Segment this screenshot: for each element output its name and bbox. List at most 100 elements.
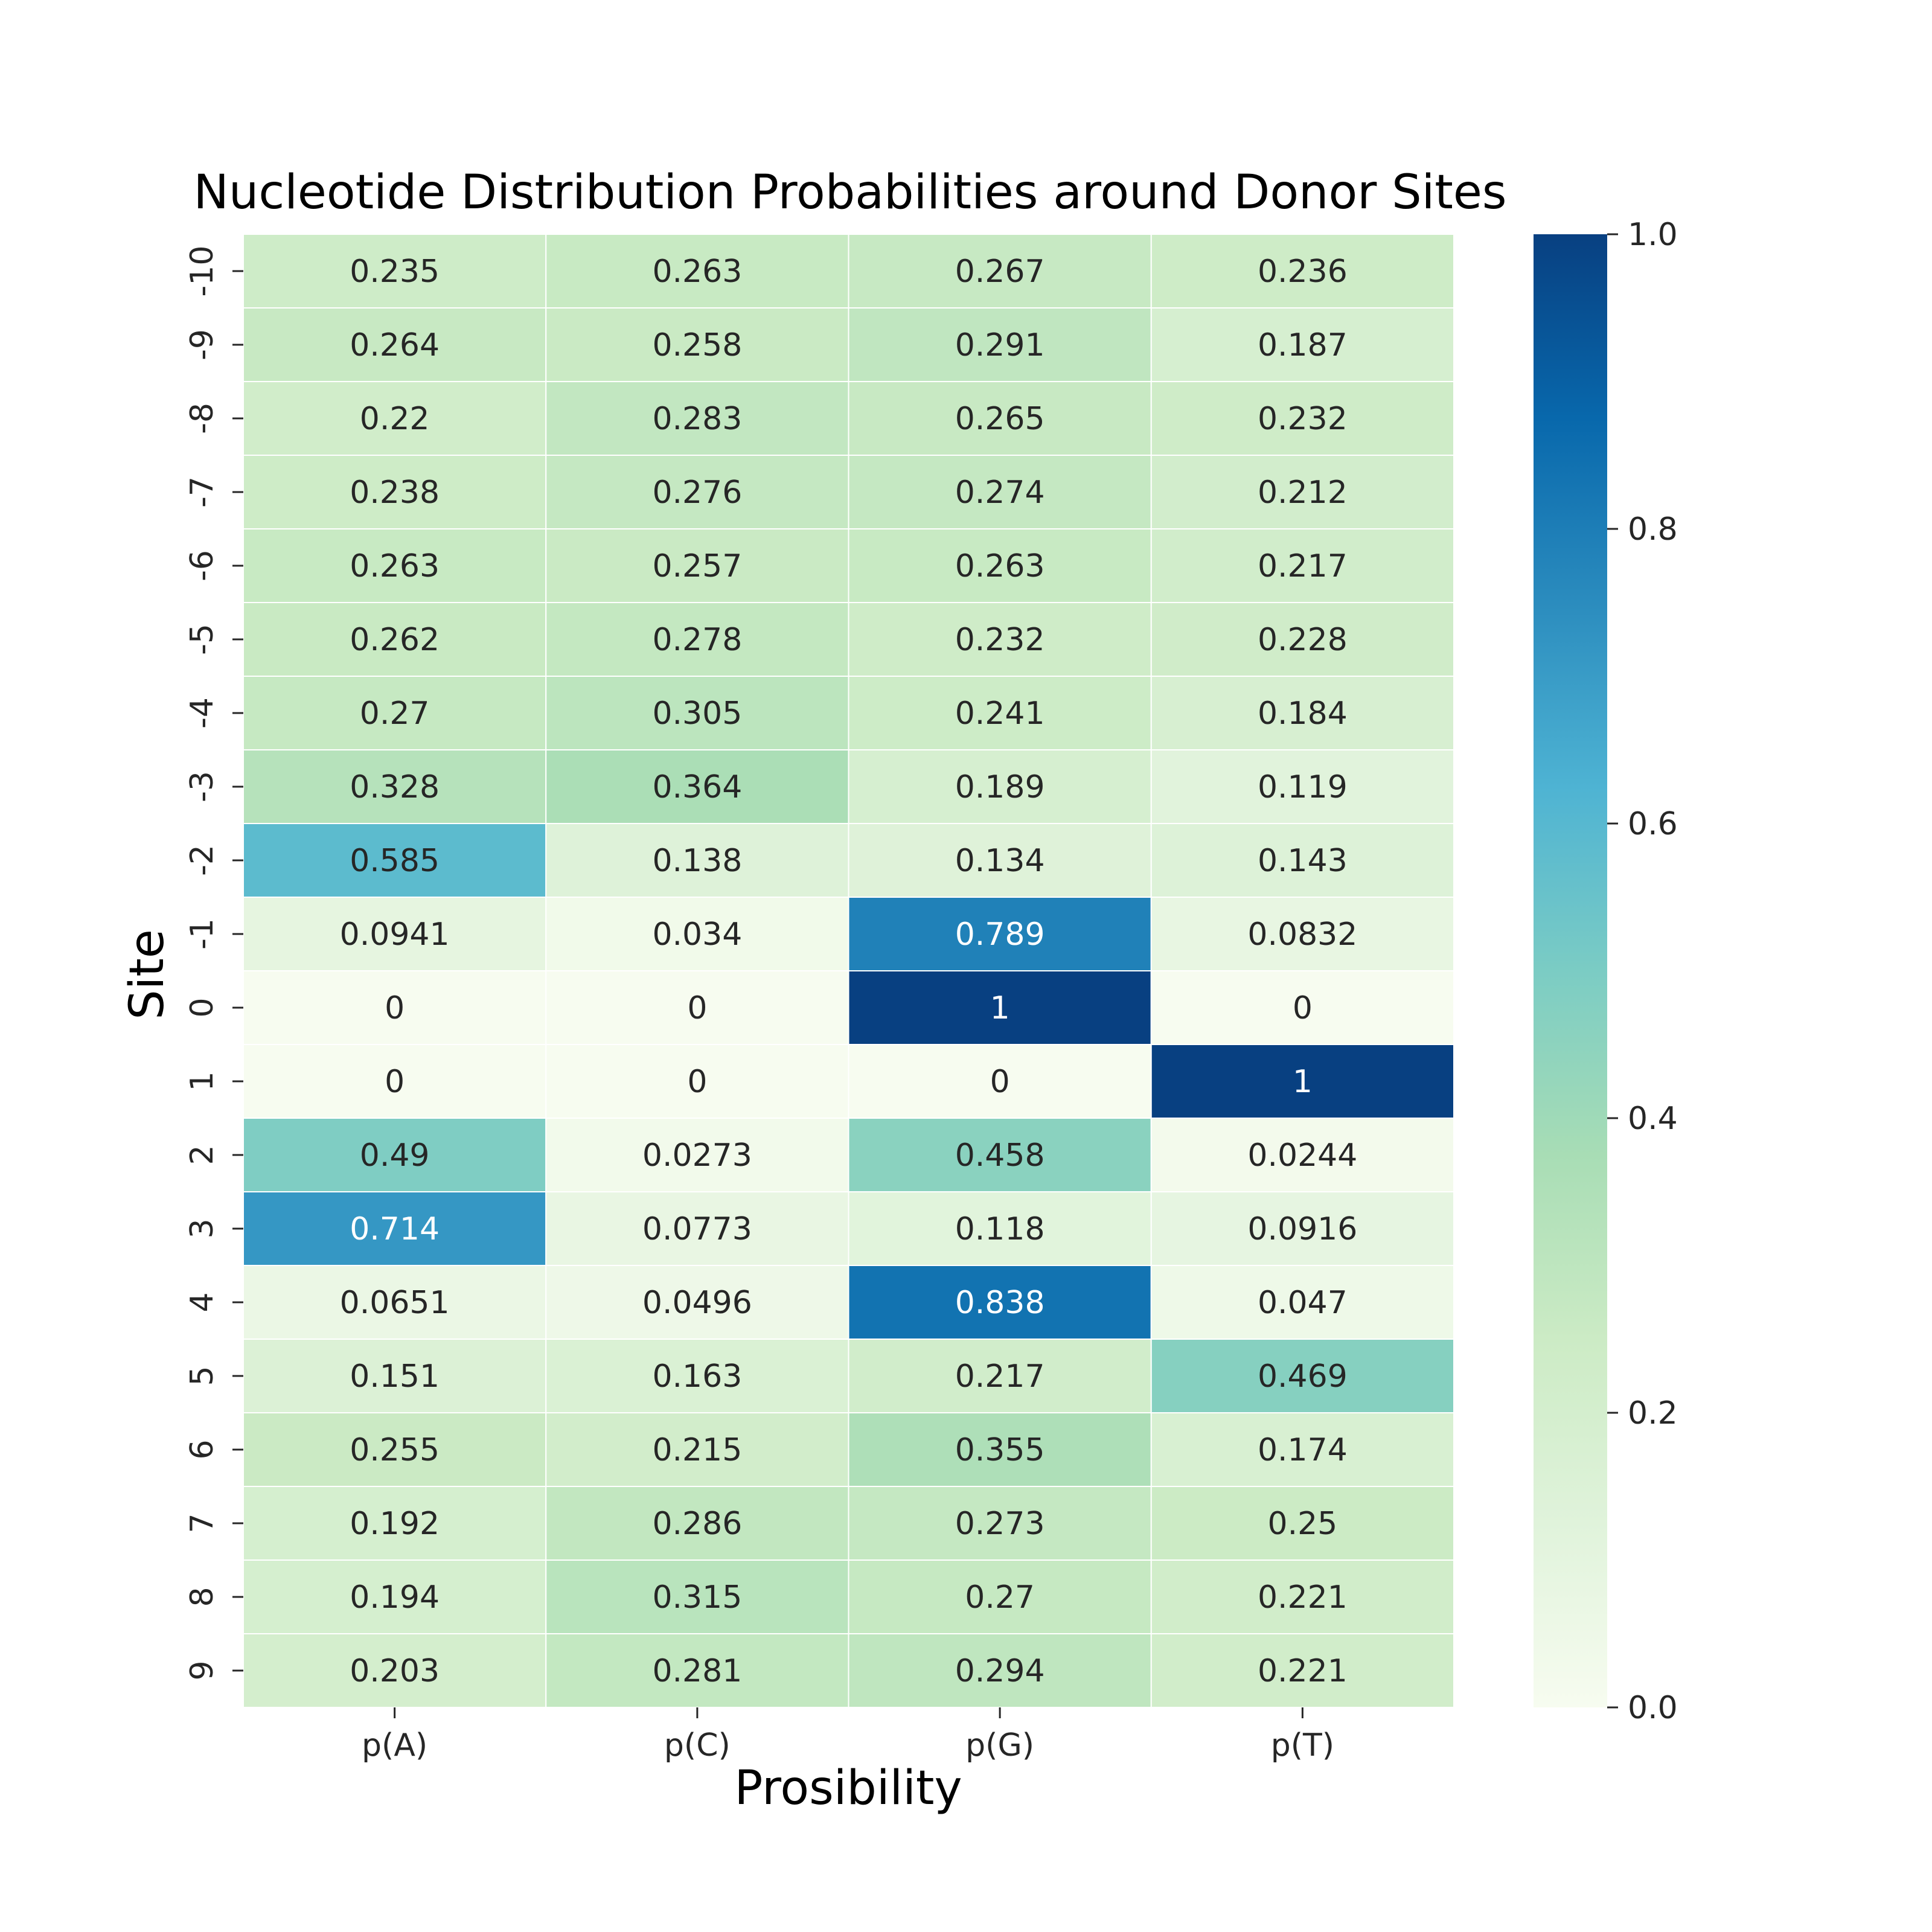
x-tick-label: p(C) (664, 1727, 731, 1764)
cell-value-label: 0.221 (1258, 1579, 1348, 1616)
cell-value-label: 0.238 (350, 475, 440, 511)
heatmap-cell (1150, 528, 1454, 603)
cell-value-label: 0.217 (955, 1358, 1045, 1395)
cell-value-label: 0.235 (350, 254, 440, 290)
cell-value-label: 0.241 (955, 696, 1045, 732)
cell-value-label: 0.203 (350, 1653, 440, 1689)
heatmap-cell (545, 602, 849, 677)
cell-value-label: 0.221 (1258, 1653, 1348, 1689)
cell-value-label: 0.228 (1258, 622, 1348, 658)
heatmap-cell (243, 1339, 547, 1413)
cell-value-label: 0.184 (1258, 696, 1348, 732)
cell-value-label: 0.263 (350, 548, 440, 584)
cell-value-label: 1 (1293, 1064, 1313, 1100)
heatmap-cell (848, 897, 1152, 971)
cell-value-label: 0.0244 (1247, 1137, 1357, 1174)
cell-value-label: 0.585 (350, 843, 440, 879)
cell-value-label: 0.286 (652, 1506, 742, 1542)
y-tick-label: -10 (184, 246, 220, 297)
heatmap-cell (243, 749, 547, 824)
heatmap-cell (848, 1412, 1152, 1487)
x-tick-label: p(G) (965, 1727, 1034, 1764)
colorbar (1534, 234, 1607, 1707)
heatmap-cell (1150, 1118, 1454, 1192)
heatmap-cell (243, 1559, 547, 1634)
heatmap-cell (1150, 823, 1454, 898)
heatmap-cell (545, 381, 849, 456)
cell-value-label: 0.305 (652, 696, 742, 732)
cell-value-label: 0.0916 (1247, 1211, 1357, 1247)
cell-value-label: 0.0941 (340, 916, 450, 953)
y-tick-label: 8 (184, 1587, 220, 1607)
heatmap-cell (243, 1633, 547, 1708)
cell-value-label: 0.034 (652, 916, 742, 953)
cell-value-label: 0.278 (652, 622, 742, 658)
chart-title: Nucleotide Distribution Probabilities ar… (194, 165, 1507, 220)
heatmap-cell (1150, 234, 1454, 309)
cell-value-label: 0 (1293, 990, 1313, 1026)
y-tick-label: -2 (184, 845, 220, 876)
cell-value-label: 0.364 (652, 769, 742, 805)
heatmap-cell (243, 307, 547, 382)
cell-value-label: 0.49 (360, 1137, 430, 1174)
cell-value-label: 0.0773 (642, 1211, 752, 1247)
heatmap-cell (243, 455, 547, 529)
cell-value-label: 0.258 (652, 327, 742, 363)
cell-value-label: 0.236 (1258, 254, 1348, 290)
cell-value-label: 0 (687, 1064, 707, 1100)
heatmap-cell (848, 528, 1152, 603)
cell-value-label: 0.281 (652, 1653, 742, 1689)
cell-value-label: 0.291 (955, 327, 1045, 363)
cell-value-label: 0.047 (1258, 1285, 1348, 1321)
heatmap-cell (848, 234, 1152, 309)
heatmap-cell (1150, 1191, 1454, 1266)
cell-value-label: 0.192 (350, 1506, 440, 1542)
cell-value-label: 0.232 (955, 622, 1045, 658)
cell-value-label: 0.276 (652, 475, 742, 511)
heatmap-cell (243, 234, 547, 309)
cell-value-label: 0 (385, 990, 405, 1026)
heatmap-cell (545, 1118, 849, 1192)
heatmap-cells (243, 234, 1454, 1708)
heatmap-cell (243, 897, 547, 971)
cell-value-label: 0.194 (350, 1579, 440, 1616)
cell-value-label: 0.118 (955, 1211, 1045, 1247)
cell-value-label: 0.0832 (1247, 916, 1357, 953)
heatmap-cell (1150, 455, 1454, 529)
cell-value-label: 0.217 (1258, 548, 1348, 584)
heatmap-cell (243, 1118, 547, 1192)
cell-value-label: 0.189 (955, 769, 1045, 805)
y-tick-label: 3 (184, 1218, 220, 1238)
heatmap-cell (243, 602, 547, 677)
y-tick-label: -5 (184, 624, 220, 655)
y-tick-label: 0 (184, 997, 220, 1017)
heatmap-cell (848, 823, 1152, 898)
heatmap-cell (848, 1044, 1152, 1119)
colorbar-tick-label: 0.0 (1628, 1690, 1678, 1726)
cell-value-label: 0.25 (1267, 1506, 1337, 1542)
heatmap-cell (243, 676, 547, 750)
cell-value-label: 0.283 (652, 401, 742, 437)
cell-value-label: 0.0496 (642, 1285, 752, 1321)
cell-value-label: 0.294 (955, 1653, 1045, 1689)
cell-value-label: 0.232 (1258, 401, 1348, 437)
x-tick-label: p(T) (1271, 1727, 1334, 1764)
heatmap-cell (545, 234, 849, 309)
cell-value-label: 0.0273 (642, 1137, 752, 1174)
heatmap-cell (1150, 1633, 1454, 1708)
heatmap-cell (545, 970, 849, 1045)
cell-value-label: 0.212 (1258, 475, 1348, 511)
cell-value-label: 0.838 (955, 1285, 1045, 1321)
heatmap-cell (545, 1044, 849, 1119)
heatmap-cell (848, 1633, 1152, 1708)
cell-value-label: 0.263 (955, 548, 1045, 584)
y-tick-label: 4 (184, 1292, 220, 1312)
heatmap-cell (1150, 970, 1454, 1045)
y-tick-label: 9 (184, 1660, 220, 1680)
heatmap-cell (848, 1191, 1152, 1266)
heatmap-cell (1150, 602, 1454, 677)
cell-value-label: 0.714 (350, 1211, 440, 1247)
cell-value-label: 0.263 (652, 254, 742, 290)
colorbar-tick-label: 0.8 (1628, 511, 1678, 548)
